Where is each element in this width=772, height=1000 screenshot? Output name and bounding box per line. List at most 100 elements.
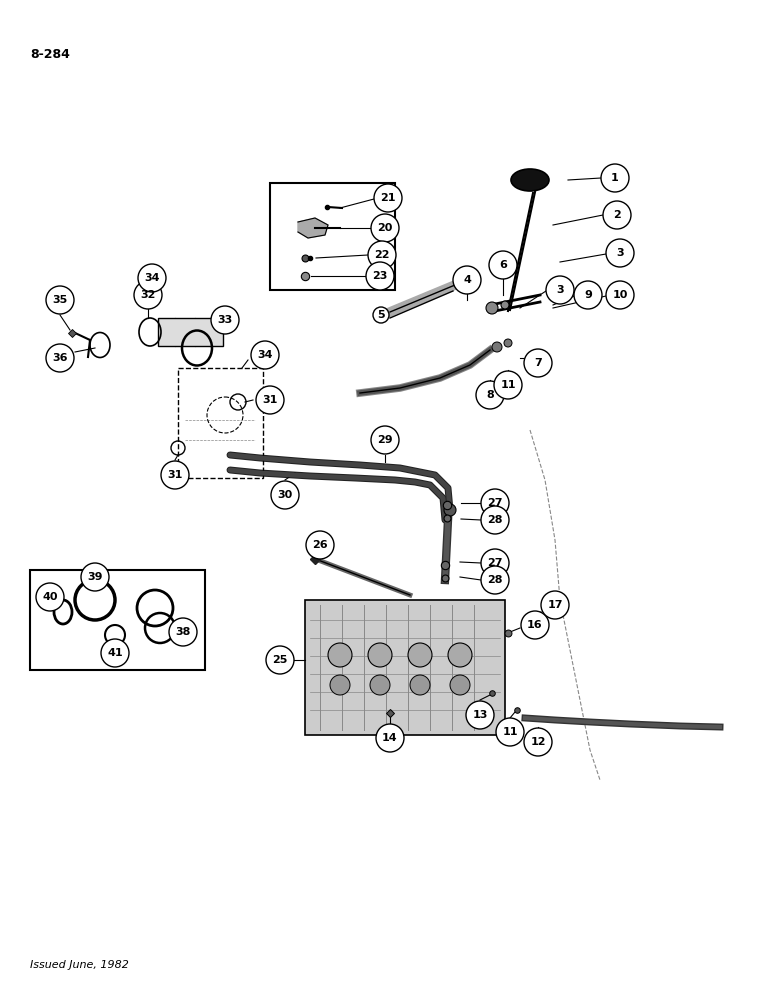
Circle shape [374, 184, 402, 212]
Text: 6: 6 [499, 260, 507, 270]
Circle shape [368, 241, 396, 269]
Bar [270, 183, 395, 290]
Text: 14: 14 [382, 733, 398, 743]
Circle shape [601, 164, 629, 192]
Circle shape [371, 426, 399, 454]
Text: 29: 29 [378, 435, 393, 445]
Circle shape [448, 643, 472, 667]
Text: 33: 33 [218, 315, 232, 325]
Circle shape [521, 611, 549, 639]
Text: 10: 10 [612, 290, 628, 300]
Ellipse shape [444, 504, 456, 516]
Circle shape [328, 643, 352, 667]
Text: 1: 1 [611, 173, 619, 183]
Circle shape [134, 281, 162, 309]
Circle shape [376, 724, 404, 752]
Circle shape [138, 264, 166, 292]
Text: 30: 30 [277, 490, 293, 500]
Text: 13: 13 [472, 710, 488, 720]
Circle shape [36, 583, 64, 611]
Circle shape [271, 481, 299, 509]
Text: 5: 5 [378, 310, 384, 320]
Circle shape [486, 302, 498, 314]
Circle shape [524, 349, 552, 377]
Text: 11: 11 [500, 380, 516, 390]
Circle shape [46, 286, 74, 314]
Text: 9: 9 [584, 290, 592, 300]
Circle shape [481, 549, 509, 577]
Text: 35: 35 [52, 295, 68, 305]
Circle shape [501, 301, 509, 309]
Circle shape [496, 718, 524, 746]
Polygon shape [298, 218, 328, 238]
Text: 3: 3 [556, 285, 564, 295]
Text: 39: 39 [87, 572, 103, 582]
Circle shape [81, 563, 109, 591]
Text: 34: 34 [257, 350, 273, 360]
Circle shape [606, 281, 634, 309]
Circle shape [453, 266, 481, 294]
Circle shape [266, 646, 294, 674]
Bar [178, 368, 263, 478]
Text: 32: 32 [141, 290, 156, 300]
Circle shape [481, 566, 509, 594]
Text: 41: 41 [107, 648, 123, 658]
Circle shape [574, 281, 602, 309]
Circle shape [504, 339, 512, 347]
Circle shape [101, 639, 129, 667]
Text: 34: 34 [144, 273, 160, 283]
Text: 17: 17 [547, 600, 563, 610]
Circle shape [450, 675, 470, 695]
Circle shape [476, 381, 504, 409]
Text: 12: 12 [530, 737, 546, 747]
Text: 38: 38 [175, 627, 191, 637]
Text: 3: 3 [616, 248, 624, 258]
Circle shape [373, 307, 389, 323]
Circle shape [492, 342, 502, 352]
Circle shape [546, 276, 574, 304]
Text: 27: 27 [487, 498, 503, 508]
Text: 28: 28 [487, 575, 503, 585]
Circle shape [169, 618, 197, 646]
Circle shape [466, 701, 494, 729]
Text: 25: 25 [273, 655, 288, 665]
Circle shape [481, 506, 509, 534]
Circle shape [606, 239, 634, 267]
Text: 28: 28 [487, 515, 503, 525]
Circle shape [524, 728, 552, 756]
Text: 4: 4 [463, 275, 471, 285]
Circle shape [161, 461, 189, 489]
Text: Issued June, 1982: Issued June, 1982 [30, 960, 129, 970]
Text: 26: 26 [312, 540, 328, 550]
Text: 40: 40 [42, 592, 58, 602]
Text: 27: 27 [487, 558, 503, 568]
Text: 31: 31 [168, 470, 183, 480]
Bar [30, 570, 205, 670]
Circle shape [368, 643, 392, 667]
Bar [158, 318, 223, 346]
Circle shape [489, 251, 517, 279]
Circle shape [251, 341, 279, 369]
Circle shape [371, 214, 399, 242]
Text: 22: 22 [374, 250, 390, 260]
Circle shape [330, 675, 350, 695]
Text: 36: 36 [52, 353, 68, 363]
Text: 7: 7 [534, 358, 542, 368]
Circle shape [410, 675, 430, 695]
Text: 31: 31 [262, 395, 278, 405]
Text: 11: 11 [503, 727, 518, 737]
Text: 8: 8 [486, 390, 494, 400]
Circle shape [256, 386, 284, 414]
Circle shape [408, 643, 432, 667]
Circle shape [481, 489, 509, 517]
Text: 16: 16 [527, 620, 543, 630]
Circle shape [366, 262, 394, 290]
Text: 20: 20 [378, 223, 393, 233]
Circle shape [541, 591, 569, 619]
Circle shape [370, 675, 390, 695]
Ellipse shape [511, 169, 549, 191]
Bar [305, 600, 505, 735]
Circle shape [306, 531, 334, 559]
Circle shape [603, 201, 631, 229]
Circle shape [211, 306, 239, 334]
